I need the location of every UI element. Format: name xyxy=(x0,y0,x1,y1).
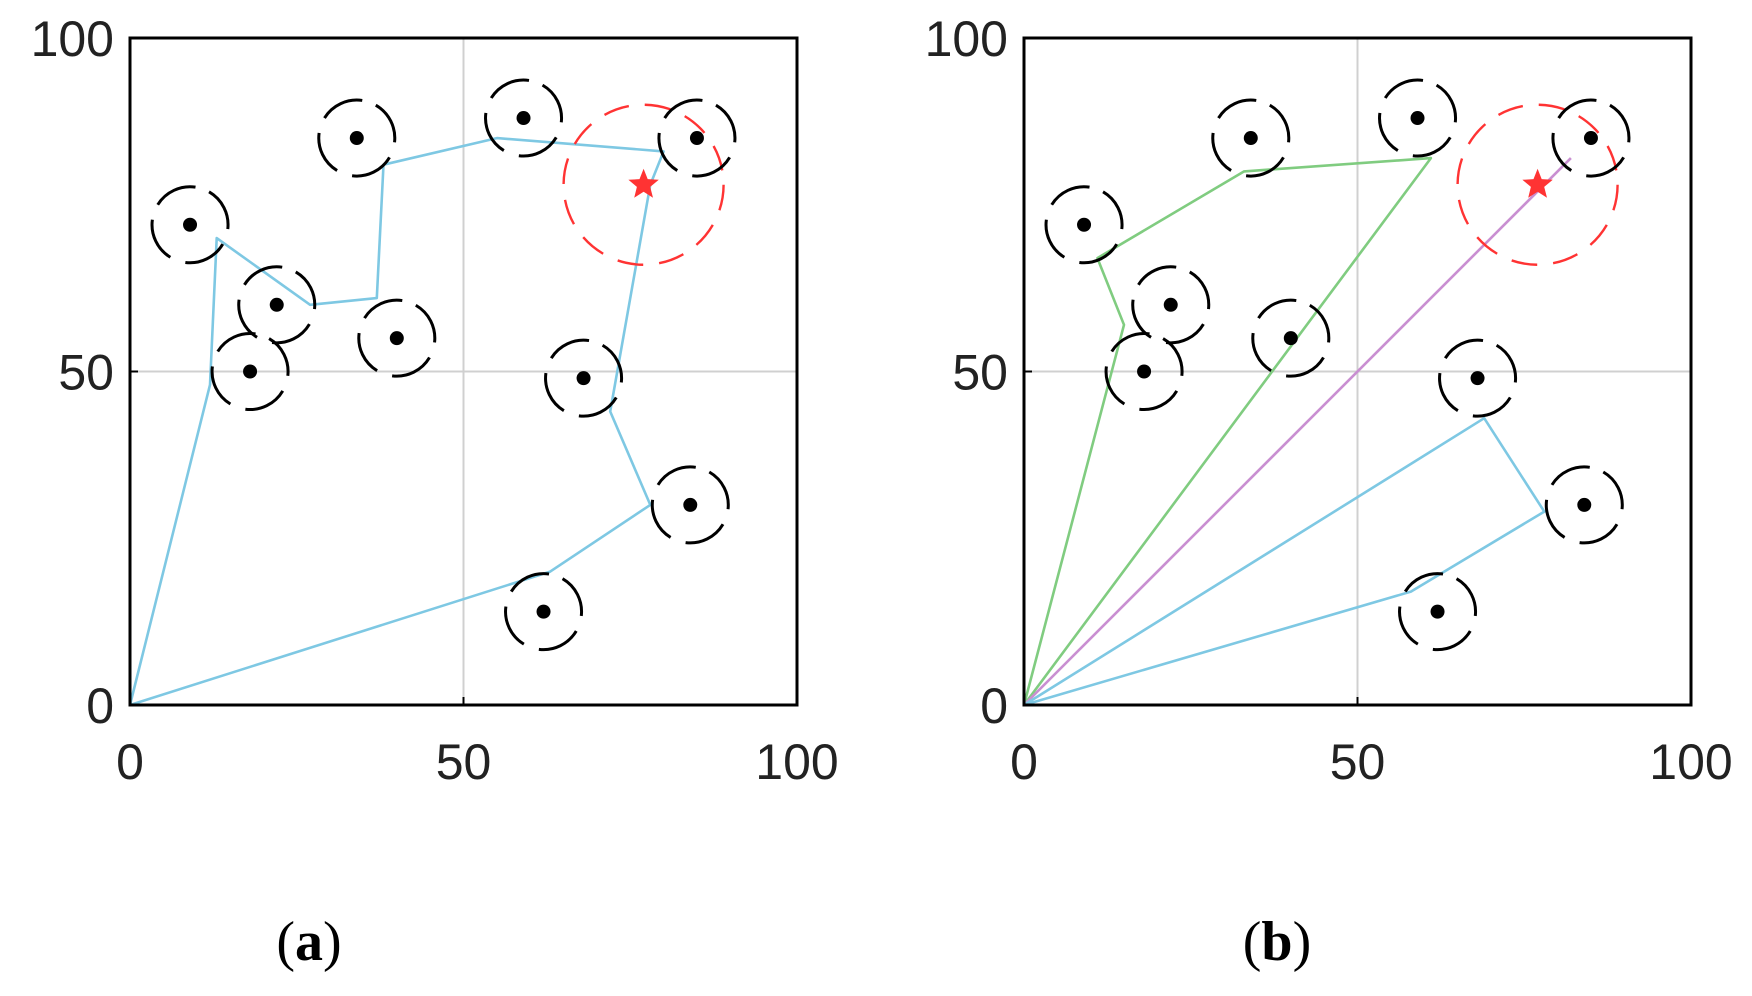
panel-b-caption: (b) xyxy=(1243,911,1311,973)
node-point xyxy=(536,604,551,619)
node-point xyxy=(389,331,404,346)
node-point xyxy=(1163,297,1178,312)
node-point xyxy=(183,217,198,232)
node-point xyxy=(1577,497,1592,512)
node-range-circle xyxy=(1551,98,1631,178)
y-tick-label: 0 xyxy=(980,678,1008,734)
node-point xyxy=(1583,131,1598,146)
node-point xyxy=(349,131,364,146)
node-point xyxy=(1430,604,1445,619)
route-line xyxy=(1023,416,1546,707)
node-range-circle xyxy=(657,98,737,178)
route-line xyxy=(128,136,665,707)
x-tick-label: 50 xyxy=(436,734,492,790)
node-point xyxy=(1077,217,1092,232)
node-point xyxy=(516,111,531,126)
node-range-circle xyxy=(237,265,317,345)
x-tick-label: 100 xyxy=(1649,734,1732,790)
panel-a-plot: 0 50 100 0 50 100 xyxy=(31,11,839,790)
node-point xyxy=(1243,131,1258,146)
y-tick-label: 100 xyxy=(925,11,1008,67)
node-range-circle xyxy=(1131,265,1211,345)
node-range-circle xyxy=(1251,298,1331,378)
node-point xyxy=(1137,364,1152,379)
panel-a-caption: (a) xyxy=(276,911,341,973)
x-tick-label: 50 xyxy=(1330,734,1386,790)
node-point xyxy=(1470,371,1485,386)
x-tick-label: 100 xyxy=(755,734,838,790)
x-tick-label: 0 xyxy=(116,734,144,790)
target-range-circle xyxy=(1456,103,1619,266)
route-line xyxy=(1022,156,1433,706)
node-point xyxy=(689,131,704,146)
node-point xyxy=(1410,111,1425,126)
node-range-circle xyxy=(210,332,290,411)
y-tick-label: 0 xyxy=(86,678,114,734)
node-range-circle xyxy=(1104,332,1184,411)
target-range-circle xyxy=(562,103,725,266)
node-point xyxy=(576,371,591,386)
node-range-circle xyxy=(544,338,624,418)
node-point xyxy=(269,297,284,312)
node-range-circle xyxy=(317,98,397,178)
node-range-circle xyxy=(1211,98,1291,178)
node-range-circle xyxy=(357,298,437,378)
target-star-icon xyxy=(1522,168,1553,198)
x-tick-label: 0 xyxy=(1010,734,1038,790)
node-range-circle xyxy=(504,572,584,652)
panel-b-plot: 0 50 100 0 50 100 xyxy=(925,11,1733,790)
y-tick-label: 50 xyxy=(952,345,1008,401)
node-point xyxy=(1283,331,1298,346)
y-tick-label: 100 xyxy=(31,11,114,67)
y-tick-label: 50 xyxy=(58,345,114,401)
target-star-icon xyxy=(628,168,659,198)
node-point xyxy=(243,364,258,379)
node-range-circle xyxy=(1438,338,1518,418)
node-point xyxy=(683,497,698,512)
route-line xyxy=(1023,157,1572,706)
node-range-circle xyxy=(1398,572,1478,652)
